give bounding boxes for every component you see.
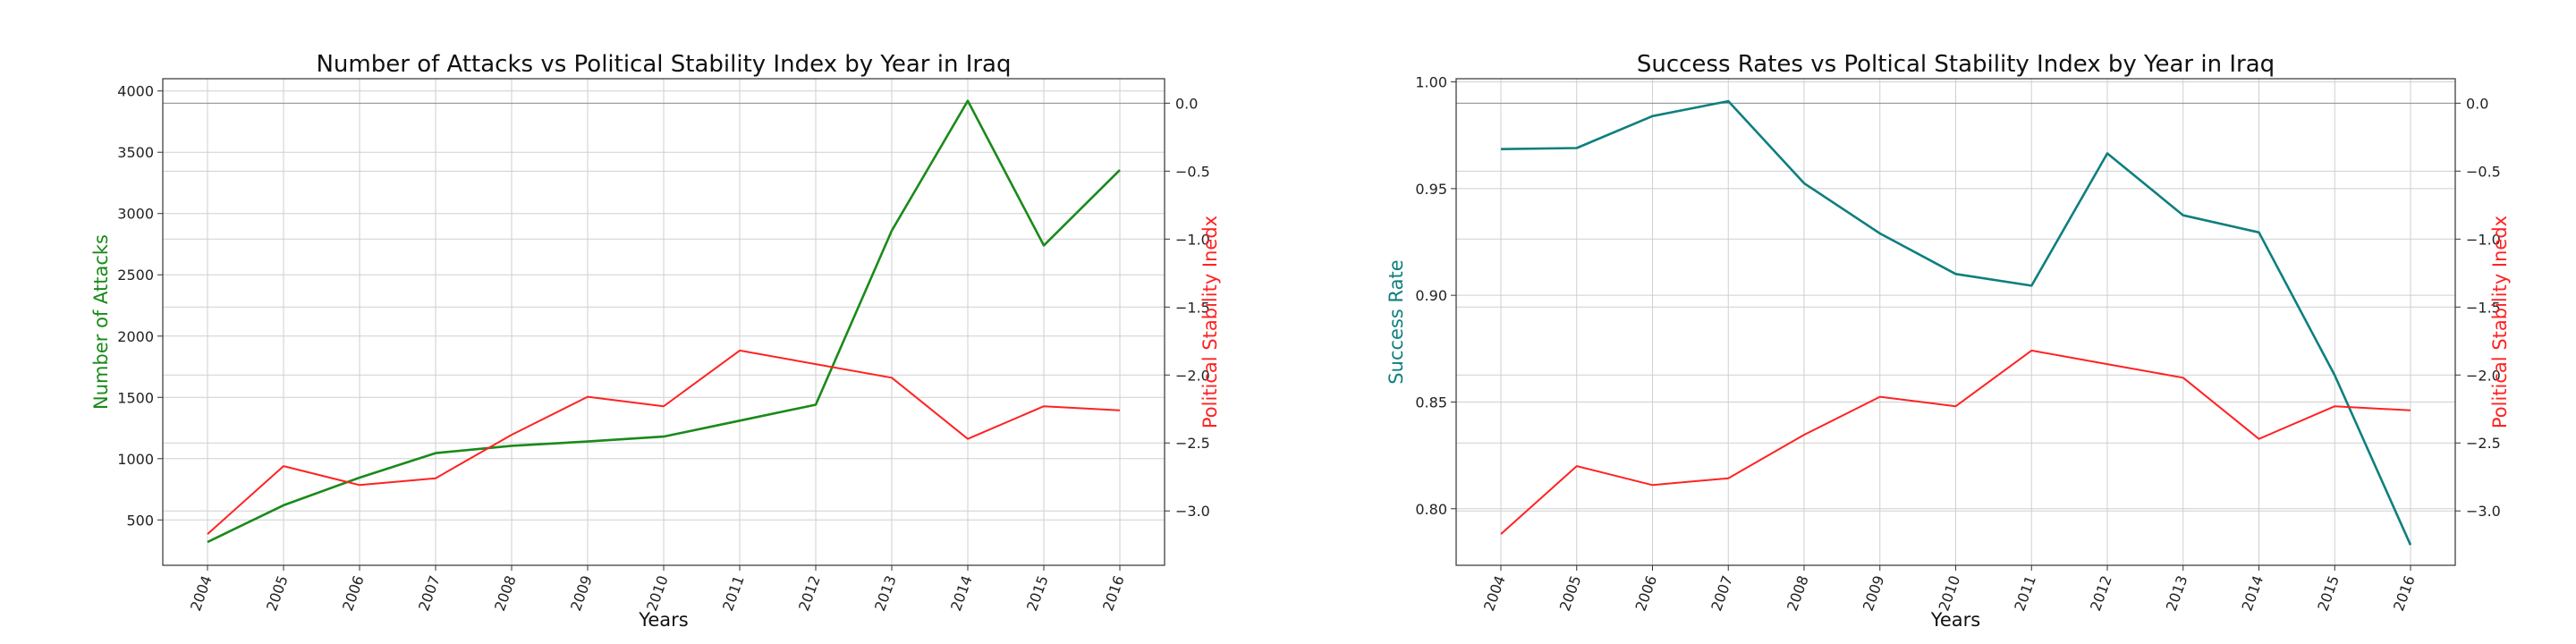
y2-axis-label: Political Stability Inedx bbox=[1199, 216, 1221, 428]
x-tick-label: 2014 bbox=[2238, 573, 2267, 614]
y2-tick-label: −1.5 bbox=[1175, 299, 1210, 316]
y-axis-label: Success Rate bbox=[1385, 259, 1407, 384]
y2-axis-label: Political Stability Inedx bbox=[2489, 216, 2511, 428]
x-tick-label: 2006 bbox=[339, 573, 368, 614]
x-tick-label: 2008 bbox=[491, 573, 520, 614]
grid bbox=[163, 79, 1165, 565]
x-tick-label: 2005 bbox=[263, 573, 292, 614]
y2-tick-label: −2.0 bbox=[1175, 367, 1210, 384]
y-tick-label: 2500 bbox=[117, 267, 154, 284]
y-tick-label: 500 bbox=[126, 512, 154, 529]
x-tick-label: 2006 bbox=[1631, 573, 1660, 614]
x-tick-label: 2004 bbox=[1480, 573, 1509, 614]
y-axis-label: Number of Attacks bbox=[90, 234, 112, 410]
x-tick-label: 2014 bbox=[947, 573, 976, 614]
y2-tick-label: −2.5 bbox=[2466, 435, 2501, 452]
success-rate-chart: 2004 2005 2006 2007 2008 2009 2010 2011 2012 2013… bbox=[1385, 51, 2511, 631]
y2-tick-label: 0.0 bbox=[2466, 95, 2488, 112]
grid bbox=[1456, 79, 2455, 565]
y2-tick-label: −2.0 bbox=[2466, 367, 2501, 384]
x-tick-label: 2004 bbox=[187, 573, 216, 614]
y2-tick-label: −1.5 bbox=[2466, 299, 2501, 316]
x-tick-label: 2009 bbox=[1860, 573, 1888, 614]
attacks-chart: 2004 2005 2006 2007 2008 2009 2010 2011 2012 2013… bbox=[90, 51, 1221, 631]
y2-tick-label: −2.5 bbox=[1175, 435, 1210, 452]
y2-tick-label: −0.5 bbox=[1175, 163, 1210, 180]
series-line-stability bbox=[1500, 349, 2411, 535]
y-tick-label: 0.95 bbox=[1415, 181, 1447, 198]
x-tick-label: 2007 bbox=[1707, 573, 1736, 614]
y-tick-label: 1500 bbox=[117, 389, 154, 406]
y-tick-label: 2000 bbox=[117, 328, 154, 345]
series-line-primary bbox=[1500, 99, 2412, 546]
y-tick-label: 0.80 bbox=[1415, 501, 1447, 518]
y2-tick-label: −0.5 bbox=[2466, 163, 2501, 180]
y2-tick-label: −3.0 bbox=[1175, 503, 1210, 520]
y-tick-label: 3500 bbox=[117, 144, 154, 161]
x-tick-label: 2005 bbox=[1556, 573, 1585, 614]
chart-title: Number of Attacks vs Political Stability… bbox=[316, 51, 1011, 78]
y-tick-label: 0.90 bbox=[1415, 287, 1447, 304]
y-tick-label: 0.85 bbox=[1415, 394, 1447, 411]
x-tick-label: 2015 bbox=[2314, 573, 2343, 614]
series-line-stability bbox=[207, 349, 1121, 535]
x-tick-label: 2009 bbox=[567, 573, 596, 614]
x-tick-label: 2016 bbox=[2390, 573, 2419, 614]
y-tick-label: 4000 bbox=[117, 83, 154, 100]
x-tick-label: 2016 bbox=[1099, 573, 1128, 614]
y2-tick-label: −1.0 bbox=[2466, 231, 2501, 248]
x-tick-label: 2007 bbox=[415, 573, 444, 614]
x-tick-label: 2008 bbox=[1784, 573, 1812, 614]
x-tick-label: 2012 bbox=[2087, 573, 2115, 614]
y2-tick-label: −3.0 bbox=[2466, 503, 2501, 520]
x-tick-label: 2010 bbox=[643, 573, 672, 614]
x-tick-label: 2013 bbox=[2163, 573, 2191, 614]
x-axis-label: Years bbox=[638, 609, 688, 631]
x-tick-label: 2015 bbox=[1023, 573, 1052, 614]
y2-tick-label: −1.0 bbox=[1175, 231, 1210, 248]
x-tick-label: 2012 bbox=[795, 573, 824, 614]
y-tick-label: 3000 bbox=[117, 206, 154, 223]
series-line-primary bbox=[207, 99, 1121, 544]
x-tick-label: 2013 bbox=[871, 573, 900, 614]
x-tick-label: 2011 bbox=[2011, 573, 2039, 614]
y-tick-label: 1.00 bbox=[1415, 74, 1447, 91]
chart-title: Success Rates vs Poltical Stability Inde… bbox=[1637, 51, 2275, 78]
x-tick-label: 2010 bbox=[1935, 573, 1963, 614]
y2-tick-label: 0.0 bbox=[1175, 95, 1198, 112]
x-axis-label: Years bbox=[1930, 609, 1980, 631]
x-tick-label: 2011 bbox=[719, 573, 748, 614]
y-tick-label: 1000 bbox=[117, 451, 154, 468]
